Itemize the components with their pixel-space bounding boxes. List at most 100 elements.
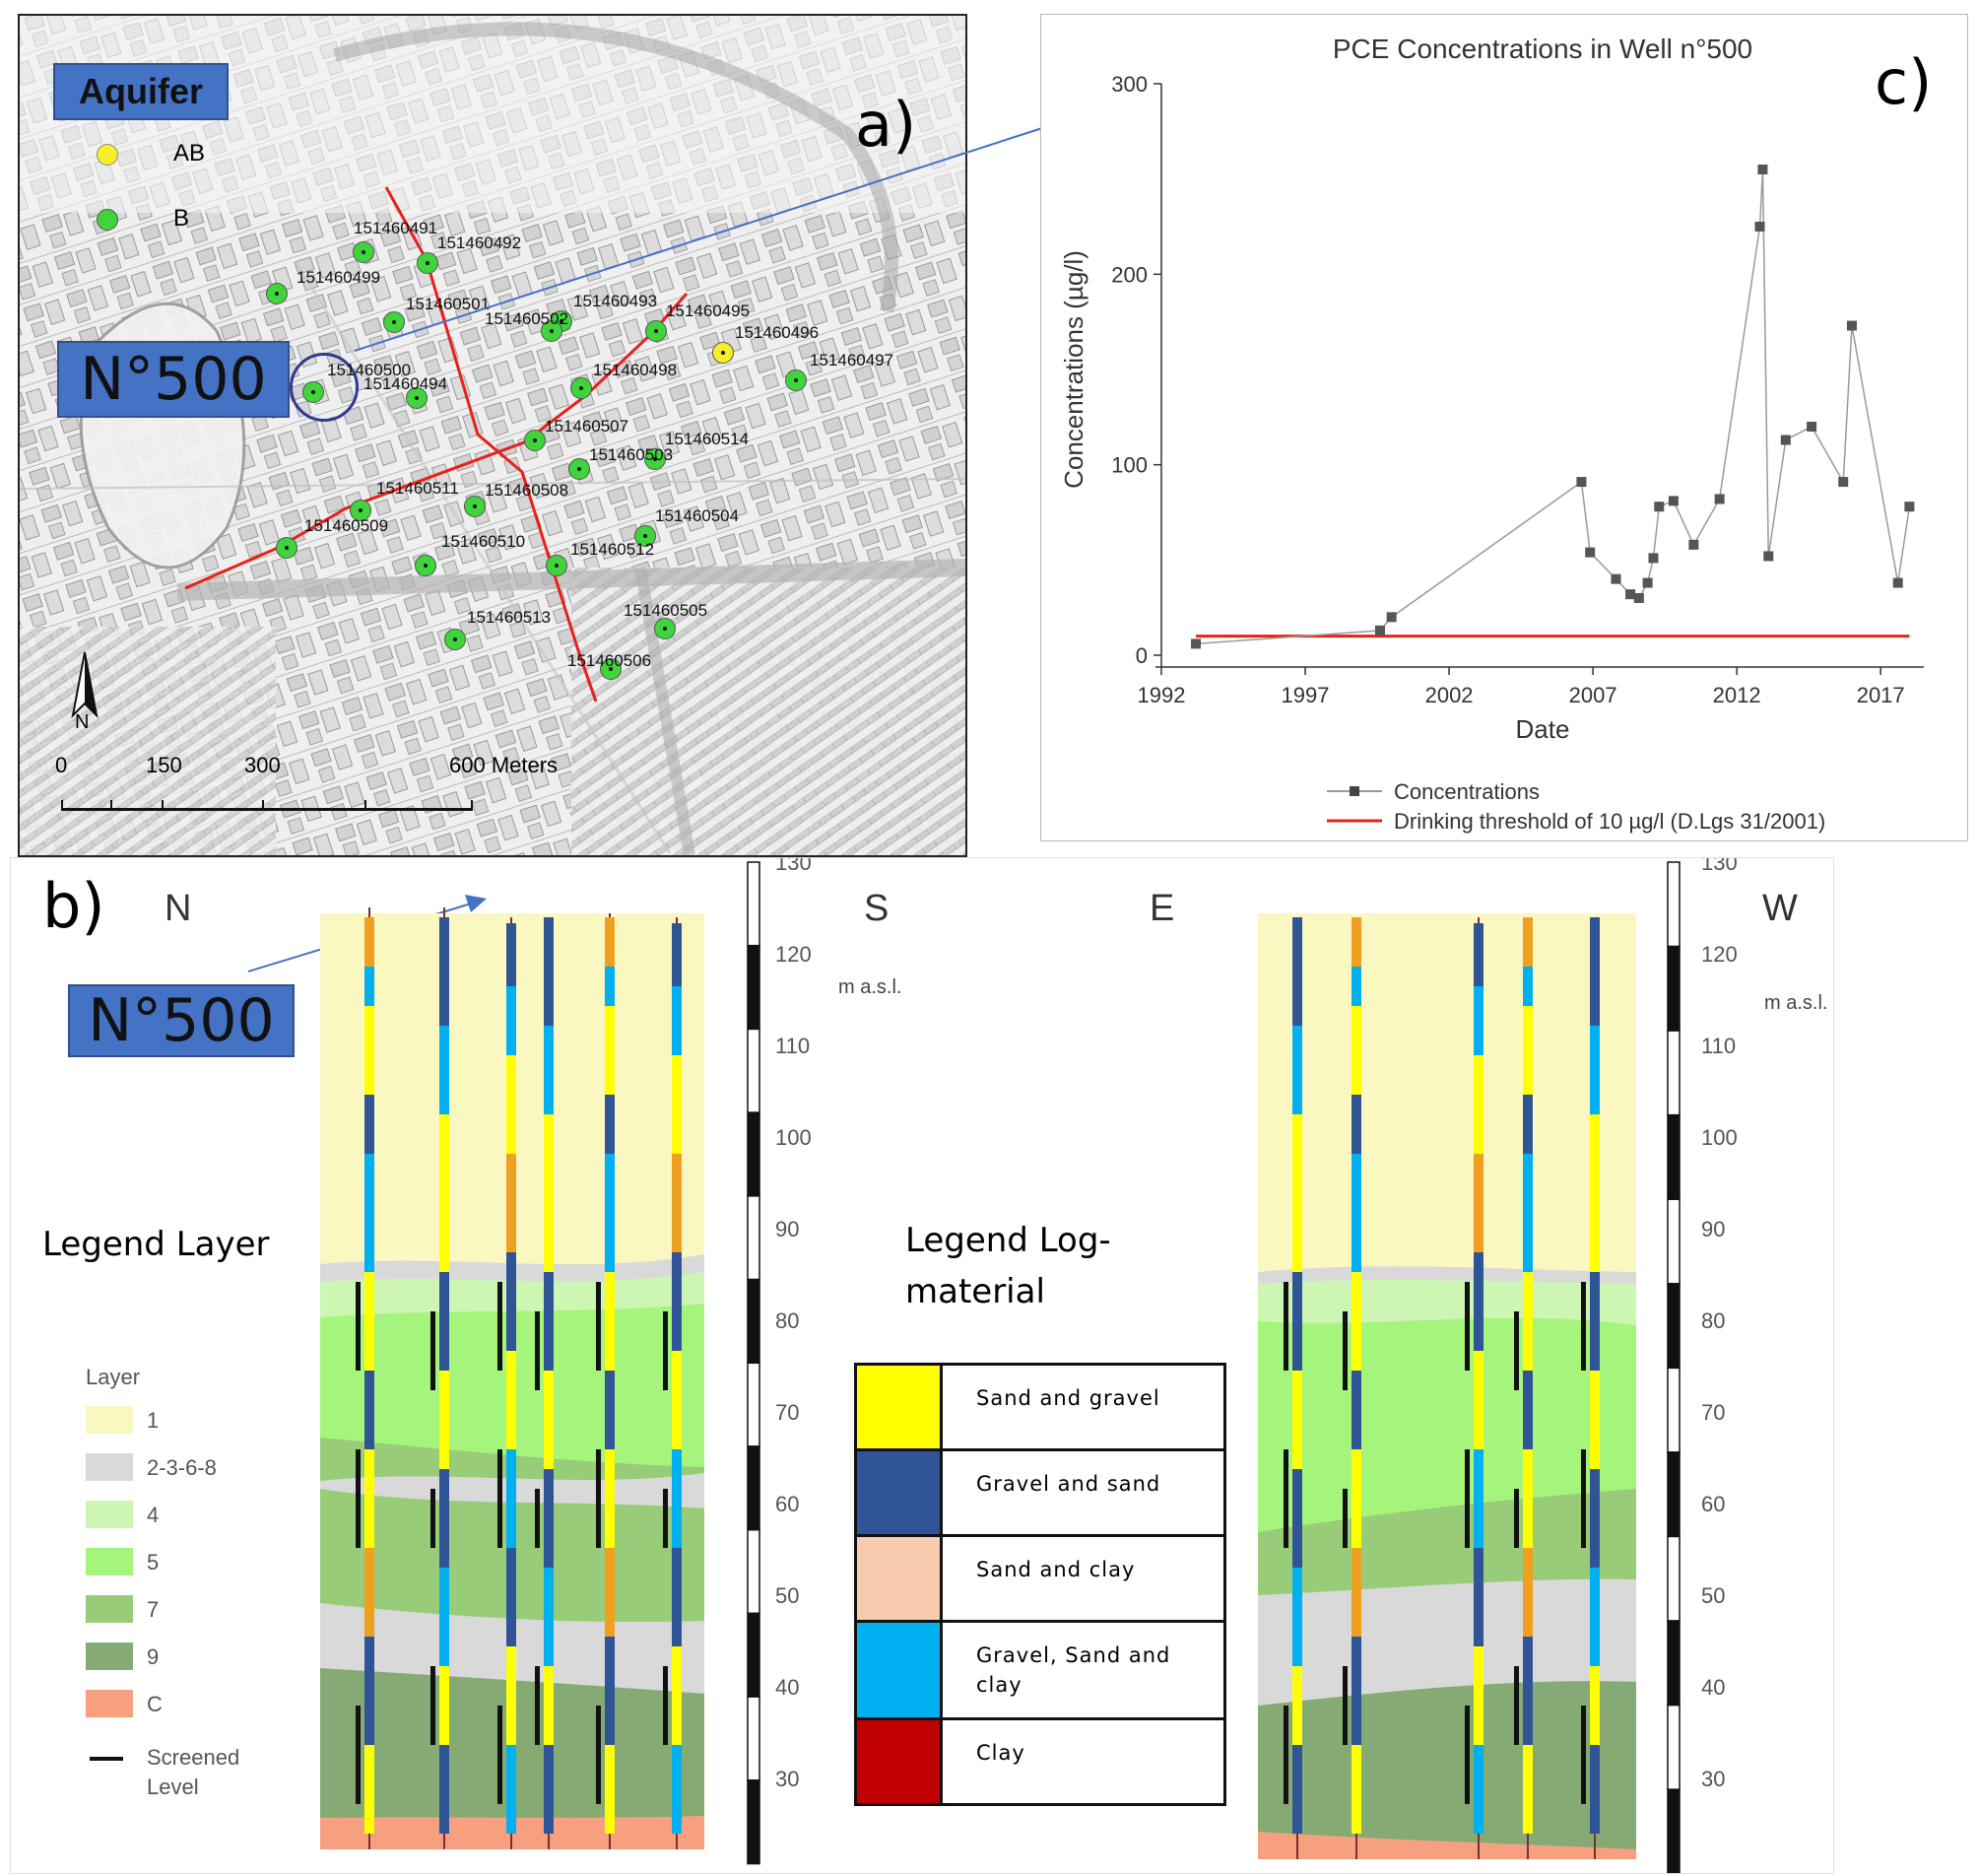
log-segment bbox=[1352, 1154, 1361, 1272]
well-log-6 bbox=[663, 917, 682, 1849]
scale-segment bbox=[1667, 1451, 1681, 1538]
wells-layer: 151460491 151460492 151460499 151460501 1514… bbox=[20, 16, 965, 855]
well-marker-151460505 bbox=[654, 618, 676, 639]
log-segment bbox=[1590, 1371, 1600, 1469]
log-segment bbox=[672, 1449, 682, 1548]
screened-level bbox=[497, 1706, 502, 1804]
scale-tick-2 bbox=[162, 800, 164, 810]
elevation-scale-right: 130 120 110 100 90 80 70 60 50 40 30 bbox=[1667, 858, 1738, 1873]
well-label-151460513: 151460513 bbox=[467, 608, 552, 627]
log-segment bbox=[1352, 1095, 1361, 1154]
well-label-151460501: 151460501 bbox=[406, 295, 491, 313]
concentration-point bbox=[1668, 496, 1679, 506]
log-segment bbox=[672, 1548, 682, 1646]
panel-b-sections: b) N°500 N S E W 130 120 110 100 90 80 70 60 50 4… bbox=[10, 857, 1834, 1874]
concentration-point bbox=[1688, 539, 1699, 550]
well-marker-dot bbox=[550, 329, 554, 333]
log-material-label: Clay bbox=[976, 1741, 1025, 1765]
scale-segment bbox=[1667, 945, 1681, 1032]
log-segment bbox=[605, 1745, 615, 1834]
scale-label-300: 300 bbox=[244, 753, 281, 777]
elevation-scale-left: 130 120 110 100 90 80 70 60 50 40 30 bbox=[747, 858, 812, 1865]
log-segment bbox=[1474, 923, 1484, 986]
elevation-tick-label: 50 bbox=[1701, 1583, 1725, 1608]
screened-level bbox=[1343, 1666, 1348, 1745]
y-tick-label: 200 bbox=[1111, 262, 1148, 287]
log-segment bbox=[1292, 1114, 1302, 1272]
well-label-151460498: 151460498 bbox=[593, 361, 678, 379]
dir-s: S bbox=[864, 888, 890, 929]
map-road-4 bbox=[294, 261, 672, 854]
screened-level bbox=[663, 1311, 668, 1390]
screened-level bbox=[1581, 1282, 1586, 1371]
screened-level bbox=[1343, 1489, 1348, 1548]
scale-segment bbox=[747, 1362, 760, 1447]
well-marker-151460511 bbox=[350, 500, 371, 521]
layer-legend-row-9: 9 bbox=[86, 1642, 283, 1672]
well-label-151460514: 151460514 bbox=[665, 430, 750, 448]
log-segment bbox=[672, 1351, 682, 1449]
scale-segment bbox=[1667, 1113, 1681, 1200]
log-segment bbox=[1523, 1548, 1533, 1637]
log-segment bbox=[544, 1371, 554, 1469]
y-tick-label: 100 bbox=[1111, 453, 1148, 478]
well-marker-151460494 bbox=[406, 387, 428, 409]
layer-legend-heading: Layer bbox=[86, 1365, 141, 1389]
concentration-point bbox=[1611, 573, 1621, 584]
log-segment bbox=[1292, 1371, 1302, 1469]
log-segment bbox=[506, 1351, 516, 1449]
scale-segment bbox=[1667, 1704, 1681, 1790]
log-segment bbox=[1352, 1371, 1361, 1449]
log-segment bbox=[1590, 1666, 1600, 1745]
well-500-callout: N°500 bbox=[57, 341, 290, 418]
well-marker-151460510 bbox=[415, 555, 436, 576]
concentration-point bbox=[1386, 612, 1397, 623]
elevation-tick-label: 40 bbox=[775, 1675, 799, 1700]
scale-bar bbox=[61, 800, 473, 811]
log-segment bbox=[364, 1006, 374, 1095]
well-label-151460505: 151460505 bbox=[624, 601, 708, 620]
scale-segment bbox=[747, 1111, 760, 1197]
concentration-point bbox=[1576, 477, 1587, 488]
scale-tick-1 bbox=[110, 800, 112, 810]
screened-level bbox=[535, 1311, 540, 1390]
map-road-3 bbox=[634, 566, 695, 855]
log-segment bbox=[605, 1637, 615, 1745]
log-segment bbox=[439, 917, 449, 1026]
x-tick-label: 1997 bbox=[1282, 683, 1330, 707]
screened-level bbox=[663, 1666, 668, 1745]
well-marker-151460500 bbox=[302, 381, 324, 403]
axis-unit-right: m a.s.l. bbox=[1764, 992, 1828, 1014]
log-segment bbox=[364, 967, 374, 1006]
well-label-151460502: 151460502 bbox=[485, 309, 569, 328]
well-marker-dot bbox=[794, 378, 798, 382]
layer-legend-row-C: C bbox=[86, 1690, 283, 1719]
scale-segment bbox=[747, 1696, 760, 1781]
log-segment bbox=[506, 1252, 516, 1351]
scale-segment bbox=[1667, 1620, 1681, 1707]
log-segment bbox=[1590, 1745, 1600, 1834]
x-tick-label: 2012 bbox=[1713, 683, 1761, 707]
well-marker-dot bbox=[663, 627, 667, 631]
log-segment bbox=[544, 1114, 554, 1272]
log-segment bbox=[605, 1006, 615, 1095]
concentration-point bbox=[1754, 222, 1765, 232]
callout-b: N°500 bbox=[68, 984, 295, 1057]
log-material-row: Gravel and sand bbox=[857, 1448, 1223, 1534]
elevation-tick-label: 110 bbox=[1701, 1034, 1736, 1058]
log-segment bbox=[439, 1026, 449, 1114]
well-label-151460494: 151460494 bbox=[363, 374, 448, 393]
well-marker-dot bbox=[362, 250, 365, 254]
well-label-151460503: 151460503 bbox=[589, 445, 674, 464]
ab-legend-label: AB bbox=[173, 140, 206, 167]
scale-segment bbox=[1667, 1367, 1681, 1453]
well-label-151460511: 151460511 bbox=[376, 479, 459, 498]
log-material-swatch bbox=[857, 1537, 943, 1620]
concentration-point bbox=[1648, 553, 1659, 564]
screened-level-label: Screened Level bbox=[147, 1745, 240, 1799]
log-segment bbox=[1523, 1371, 1533, 1449]
well-label-151460512: 151460512 bbox=[570, 540, 655, 559]
log-segment bbox=[544, 1568, 554, 1666]
log-segment bbox=[506, 1449, 516, 1548]
layer-label: 4 bbox=[147, 1503, 160, 1527]
